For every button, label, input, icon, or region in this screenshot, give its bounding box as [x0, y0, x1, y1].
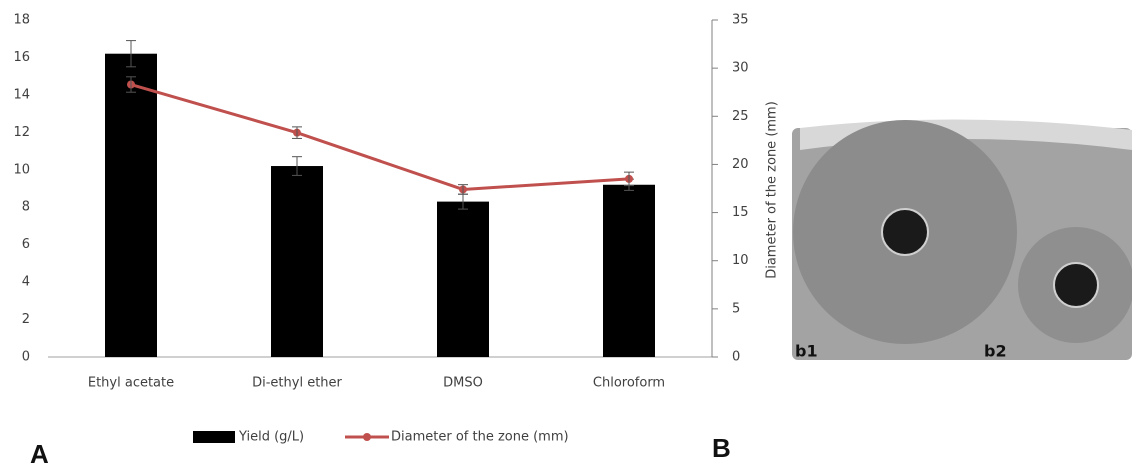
- error-bar: [126, 76, 136, 93]
- y-tick-label: 4: [22, 275, 30, 290]
- y2-tick-label: 10: [732, 253, 749, 268]
- y2-tick-label: 15: [732, 205, 749, 220]
- y-tick-label: 2: [22, 312, 30, 327]
- x-tick-label: DMSO: [443, 376, 483, 391]
- y-tick-label: 6: [22, 237, 30, 252]
- bar: [437, 201, 489, 357]
- y-tick-label: 10: [13, 162, 30, 177]
- error-bar: [292, 156, 302, 176]
- bar: [603, 184, 655, 357]
- y2-tick-label: 30: [732, 61, 749, 76]
- y-tick-label: 12: [13, 125, 30, 140]
- photo: [792, 119, 1132, 360]
- y2-tick-label: 25: [732, 109, 749, 124]
- y-tick-label: 14: [13, 87, 30, 102]
- panel-label: B: [712, 433, 731, 463]
- panel-label: A: [30, 439, 49, 468]
- error-bar: [624, 171, 634, 187]
- panel-label: b2: [984, 342, 1007, 361]
- legend-label: Yield (g/L): [238, 430, 304, 445]
- bar: [271, 166, 323, 357]
- error-bar: [292, 126, 302, 139]
- y2-tick-label: 0: [732, 350, 740, 365]
- x-tick-label: Di-ethyl ether: [252, 376, 342, 391]
- y2-tick-label: 35: [732, 13, 749, 28]
- panel-label: b1: [795, 342, 818, 361]
- legend-swatch: [363, 433, 371, 441]
- bar: [105, 53, 157, 357]
- error-bar: [458, 184, 468, 195]
- line: [130, 83, 630, 191]
- y-tick-label: 16: [13, 50, 30, 65]
- x-tick-label: Chloroform: [593, 376, 665, 391]
- x-tick-label: Ethyl acetate: [88, 376, 174, 391]
- error-bar: [126, 40, 136, 68]
- y2-axis-title: Diameter of the zone (mm): [765, 101, 780, 279]
- y-tick-label: 8: [22, 200, 30, 215]
- legend-swatch: [193, 431, 235, 443]
- y-tick-label: 18: [13, 13, 30, 28]
- y2-tick-label: 20: [732, 157, 749, 172]
- legend-label: Diameter of the zone (mm): [391, 430, 569, 445]
- y-tick-label: 0: [22, 350, 30, 365]
- y2-tick-label: 5: [732, 301, 740, 316]
